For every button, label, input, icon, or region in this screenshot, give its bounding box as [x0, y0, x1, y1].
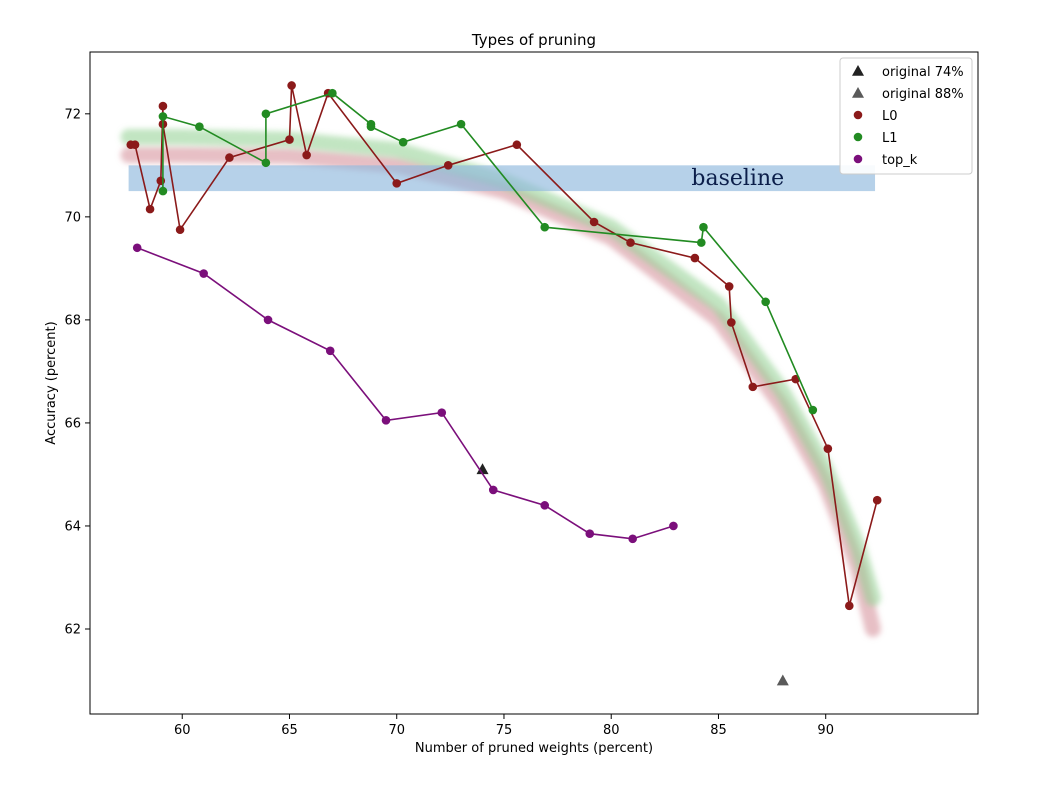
legend-marker-l1 — [853, 132, 863, 142]
l1-point — [697, 238, 706, 247]
series-layer — [126, 81, 882, 686]
l0-point — [175, 225, 185, 235]
y-tick-label: 70 — [64, 210, 81, 225]
l0-point — [392, 179, 402, 188]
l0-point — [823, 444, 833, 453]
top-k-series — [132, 243, 678, 544]
y-tick-label: 68 — [64, 313, 81, 328]
l1-point — [540, 222, 550, 232]
l1-point — [261, 158, 271, 168]
l0-point — [748, 382, 758, 392]
top-k-point — [628, 534, 637, 544]
x-tick-label: 70 — [388, 723, 405, 738]
l0-point — [872, 495, 882, 505]
l1-trend-band — [120, 129, 881, 607]
top-k-point — [669, 521, 678, 531]
original-74-series — [476, 463, 489, 475]
l0-point — [724, 282, 734, 291]
top-k-point — [325, 346, 335, 356]
original-88-point — [776, 674, 789, 686]
y-tick-label: 62 — [64, 622, 81, 637]
x-axis-title: Number of pruned weights (percent) — [415, 741, 653, 756]
original-88-series — [776, 674, 789, 686]
legend-marker-l0 — [853, 110, 863, 120]
l0-point — [225, 153, 234, 162]
l1-point — [398, 137, 408, 147]
trend-bands — [120, 129, 881, 637]
l1-point — [456, 119, 466, 129]
axes-layer: 60 65 70 75 80 85 90 62 64 66 68 70 72 — [64, 107, 834, 738]
baseline-layer: baseline — [128, 165, 876, 192]
x-tick-label: 85 — [710, 723, 727, 738]
l1-point — [808, 405, 818, 415]
l0-trend-band — [120, 147, 881, 637]
top-k-point — [437, 408, 447, 417]
plot-frame — [89, 51, 979, 715]
y-tick-label: 64 — [64, 519, 81, 534]
legend-marker-top-k — [853, 154, 863, 164]
x-tick-label: 65 — [281, 723, 298, 738]
top-k-point — [381, 416, 391, 425]
l0-point — [690, 253, 700, 263]
top-k-point — [263, 315, 273, 325]
l0-point — [512, 140, 522, 150]
chart-title: Types of pruning — [471, 31, 596, 49]
l0-point — [727, 318, 736, 327]
top-k-point — [488, 485, 498, 495]
top-k-point — [132, 243, 142, 253]
l0-point — [443, 161, 453, 170]
l0-point — [626, 238, 635, 247]
l1-point — [158, 186, 168, 196]
y-axis-title: Accuracy (percent) — [44, 321, 59, 444]
legend: original 74% original 88% L0 L1 top_k — [839, 57, 973, 175]
x-tick-label: 60 — [174, 723, 191, 738]
l0-point — [285, 135, 294, 144]
l0-point — [589, 217, 599, 227]
x-tick-label: 80 — [603, 723, 620, 738]
y-tick-label: 72 — [64, 107, 81, 122]
l0-point — [156, 176, 166, 186]
l0-point — [845, 601, 854, 611]
l0-point — [130, 140, 140, 150]
legend-label-l0: L0 — [882, 109, 898, 124]
original-74-point — [476, 463, 489, 475]
top-k-line — [136, 247, 674, 540]
top-k-point — [199, 269, 208, 278]
legend-label-top-k: top_k — [882, 153, 918, 168]
baseline-band — [128, 165, 876, 192]
legend-marker-original-74 — [852, 65, 864, 76]
legend-label-original-74: original 74% — [882, 65, 964, 80]
top-k-point — [585, 529, 595, 538]
l1-point — [195, 122, 204, 132]
l0-point — [145, 204, 155, 214]
x-tick-label: 75 — [496, 723, 513, 738]
x-tick-label: 90 — [817, 723, 834, 738]
legend-marker-original-88 — [852, 87, 864, 98]
baseline-label: baseline — [691, 166, 784, 191]
y-tick-label: 66 — [64, 416, 81, 431]
l1-point — [261, 109, 271, 119]
l1-series — [158, 88, 818, 415]
l1-point — [699, 222, 708, 232]
l1-point — [158, 112, 168, 121]
l0-point — [158, 101, 168, 111]
l0-point — [287, 81, 296, 90]
l1-point — [328, 88, 337, 98]
top-k-point — [540, 501, 550, 510]
l1-point — [761, 297, 770, 307]
l0-point — [302, 150, 311, 160]
l1-point — [366, 122, 376, 132]
legend-label-l1: L1 — [882, 131, 898, 146]
legend-label-original-88: original 88% — [882, 87, 964, 102]
legend-box — [839, 57, 973, 175]
